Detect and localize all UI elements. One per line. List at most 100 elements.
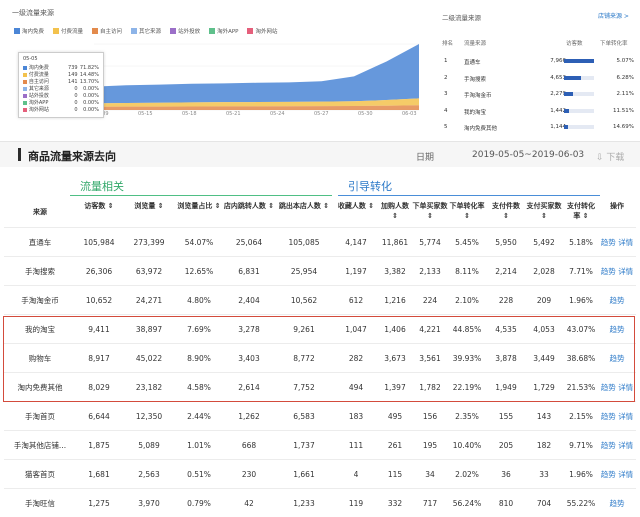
trend-link[interactable]: 趋势: [600, 238, 616, 247]
download-button[interactable]: ⇩ 下载: [596, 150, 624, 163]
legend-item[interactable]: 淘外网站: [247, 27, 278, 35]
tooltip-value: 141: [68, 78, 78, 85]
stacked-area-chart[interactable]: [94, 40, 419, 112]
tooltip-name: 自主访问: [28, 79, 49, 85]
date-range-picker[interactable]: 2019-05-05~2019-06-03: [472, 150, 585, 160]
table-cell: 2.15%: [569, 412, 593, 421]
col-header[interactable]: 下单转化率 ⇕: [449, 202, 485, 220]
table-cell: 3,382: [384, 267, 406, 276]
detail-link[interactable]: 详情: [618, 383, 634, 392]
col-header[interactable]: 店内跳转人数 ⇕: [223, 202, 275, 210]
table-cell: 6,644: [88, 412, 110, 421]
cell-source: 手淘淘金币: [21, 296, 59, 305]
trend-link[interactable]: 趋势: [600, 412, 616, 421]
table-cell: 1,661: [293, 470, 315, 479]
legend-item[interactable]: 其它来源: [131, 27, 161, 35]
legend-label: 付费流量: [61, 29, 84, 35]
table-cell: 24,271: [135, 296, 163, 305]
trend-link[interactable]: 趋势: [609, 325, 625, 334]
rank-col-rate: 下单转化率: [600, 41, 628, 47]
legend-label: 其它来源: [139, 29, 162, 35]
table-cell: 332: [387, 499, 403, 508]
rank-row[interactable]: 3 手淘淘金币 2,279 2.11%: [436, 91, 640, 105]
trend-link[interactable]: 趋势: [600, 470, 616, 479]
tooltip-name: 站外投放: [28, 93, 49, 99]
table-row: 手淘搜索 26,306 63,972 12.65% 6,831 25,954 1,197 3,…: [4, 256, 636, 286]
col-header[interactable]: 访客数 ⇕: [84, 202, 114, 210]
table-cell: 273,399: [133, 238, 165, 247]
tooltip-swatch: [23, 72, 27, 77]
detail-link[interactable]: 详情: [618, 238, 634, 247]
rank-rate: 2.11%: [616, 91, 634, 97]
x-tick-label: 06-03: [402, 111, 417, 117]
col-header[interactable]: 下单买家数 ⇕: [412, 202, 448, 220]
rank-bar-track: [564, 108, 594, 113]
trend-link[interactable]: 趋势: [609, 499, 625, 508]
detail-link[interactable]: 详情: [618, 412, 634, 421]
col-header[interactable]: 加购人数 ⇕: [381, 202, 409, 220]
col-header[interactable]: 浏览量占比 ⇕: [177, 202, 221, 210]
col-header[interactable]: 支付件数 ⇕: [492, 202, 520, 220]
trend-link[interactable]: 趋势: [609, 354, 625, 363]
legend-item[interactable]: 淘内免费: [14, 27, 44, 35]
table-cell: 228: [498, 296, 514, 305]
shop-source-link[interactable]: 店铺来源 >: [598, 13, 629, 20]
table-cell: 1,233: [293, 499, 315, 508]
rank-row[interactable]: 2 手淘搜索 4,653 6.28%: [436, 75, 640, 89]
rank-row[interactable]: 4 我的淘宝 1,442 11.51%: [436, 108, 640, 122]
table-cell: 43.07%: [566, 325, 596, 334]
trend-link[interactable]: 趋势: [600, 441, 616, 450]
trend-link[interactable]: 趋势: [609, 296, 625, 305]
table-cell: 44.85%: [452, 325, 482, 334]
detail-link[interactable]: 详情: [618, 470, 634, 479]
col-header: 操作: [610, 202, 624, 210]
col-header[interactable]: 支付转化率 ⇕: [567, 202, 595, 220]
trend-link[interactable]: 趋势: [600, 267, 616, 276]
rank-source: 我的淘宝: [464, 109, 487, 116]
table-row: 我的淘宝 9,411 38,897 7.69% 3,278 9,261 1,047 1,406…: [4, 314, 636, 344]
x-tick-label: 05-27: [314, 111, 329, 117]
table-cell: 115: [387, 470, 403, 479]
col-header[interactable]: 支付买家数 ⇕: [526, 202, 562, 220]
rank-bar-fill: [564, 75, 582, 80]
legend-item[interactable]: 淘外APP: [209, 27, 238, 35]
table-cell: 2,133: [419, 267, 441, 276]
rank-row[interactable]: 5 淘内免费其他 1,144 14.69%: [436, 124, 640, 138]
cell-ops: 趋势 详情: [598, 431, 636, 461]
legend-swatch: [14, 28, 20, 34]
table-cell: 9,411: [88, 325, 110, 334]
detail-link[interactable]: 详情: [618, 267, 634, 276]
tooltip-name: 其它来源: [28, 86, 49, 92]
table-cell: 38.68%: [566, 354, 596, 363]
col-header[interactable]: 跳出本店人数 ⇕: [278, 202, 330, 210]
rank-visitors: 1,442: [550, 107, 566, 114]
rank-visitors: 2,279: [550, 91, 566, 97]
table-cell: 8,772: [293, 354, 315, 363]
legend-item[interactable]: 付费流量: [53, 27, 83, 35]
table-cell: 3,878: [495, 354, 517, 363]
col-header[interactable]: 浏览量 ⇕: [134, 202, 164, 210]
cell-ops: 趋势 详情: [598, 228, 636, 258]
rank-source: 淘内免费其他: [464, 126, 498, 132]
legend-item[interactable]: 站外投放: [170, 27, 200, 35]
table-cell: 0.79%: [187, 499, 211, 508]
tooltip-swatch: [23, 79, 27, 84]
table-cell: 21.53%: [566, 383, 596, 392]
legend-item[interactable]: 自主访问: [92, 27, 122, 35]
table-cell: 7.69%: [187, 325, 211, 334]
trend-link[interactable]: 趋势: [600, 383, 616, 392]
table-cell: 5,774: [419, 238, 441, 247]
table-cell: 1,681: [88, 470, 110, 479]
tooltip-row: 淘外APP 0 0.00%: [23, 99, 99, 106]
table-cell: 1,406: [384, 325, 406, 334]
cell-source: 淘内免费其他: [17, 383, 63, 392]
cell-source: 我的淘宝: [25, 325, 55, 334]
rank-row[interactable]: 1 直通车 7,966 5.07%: [436, 58, 640, 72]
rank-number: 4: [444, 107, 448, 114]
col-header[interactable]: 收藏人数 ⇕: [337, 202, 375, 210]
table-row: 淘内免费其他 8,029 23,182 4.58% 2,614 7,752 494 1,397…: [4, 372, 636, 402]
detail-link[interactable]: 详情: [618, 441, 634, 450]
tooltip-pct: 0.00%: [83, 99, 99, 106]
legend-label: 自主访问: [100, 29, 123, 35]
tooltip-name: 淘内免费: [28, 65, 49, 71]
